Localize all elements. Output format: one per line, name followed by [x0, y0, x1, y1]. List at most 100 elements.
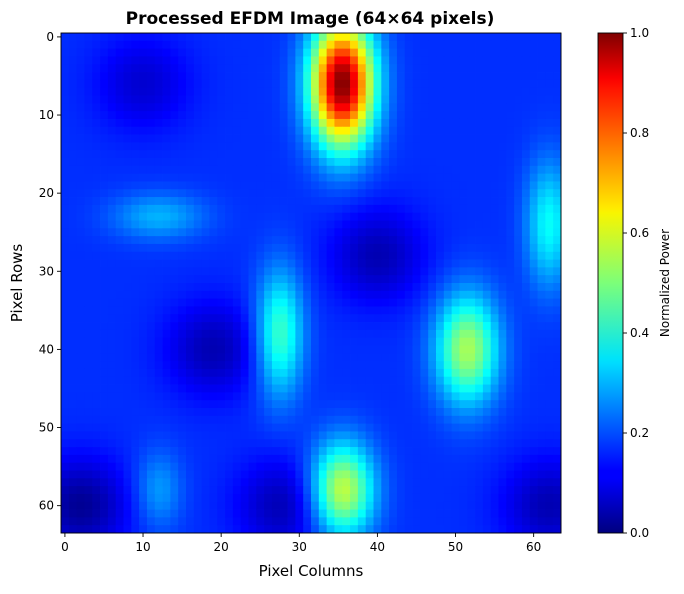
heatmap-cell	[271, 337, 281, 346]
heatmap-cell	[68, 283, 78, 292]
heatmap-cell	[443, 72, 453, 81]
heatmap-cell	[396, 189, 406, 198]
heatmap-cell	[396, 384, 406, 393]
heatmap-cell	[373, 298, 382, 307]
heatmap-cell	[186, 447, 195, 456]
heatmap-cell	[357, 283, 367, 292]
heatmap-cell	[178, 423, 187, 432]
heatmap-cell	[76, 509, 85, 518]
heatmap-cell	[225, 220, 234, 229]
heatmap-cell	[373, 322, 382, 331]
heatmap-cell	[84, 56, 93, 65]
heatmap-cell	[475, 95, 484, 104]
heatmap-cell	[311, 33, 320, 42]
heatmap-cell	[381, 111, 390, 120]
heatmap-cell	[100, 158, 109, 167]
heatmap-cell	[178, 376, 187, 385]
heatmap-cell	[311, 501, 320, 510]
heatmap-cell	[248, 111, 257, 120]
heatmap-cell	[170, 228, 179, 237]
heatmap-cell	[428, 314, 437, 323]
heatmap-cell	[248, 486, 257, 495]
heatmap-cell	[428, 72, 437, 81]
heatmap-cell	[490, 376, 499, 385]
heatmap-cell	[514, 212, 523, 221]
heatmap-cell	[334, 517, 343, 526]
heatmap-cell	[381, 290, 390, 300]
heatmap-cell	[225, 165, 234, 175]
heatmap-cell	[482, 48, 492, 57]
heatmap-cell	[420, 72, 429, 81]
heatmap-cell	[459, 384, 468, 393]
heatmap-cell	[521, 275, 531, 284]
heatmap-cell	[279, 243, 288, 253]
heatmap-cell	[514, 56, 523, 65]
heatmap-cell	[225, 95, 234, 104]
heatmap-cell	[318, 431, 328, 440]
heatmap-cell	[248, 462, 257, 471]
heatmap-cell	[459, 243, 468, 253]
heatmap-cell	[514, 87, 523, 96]
heatmap-cell	[467, 111, 476, 120]
heatmap-cell	[365, 415, 374, 425]
heatmap-cell	[92, 306, 101, 315]
heatmap-cell	[514, 126, 523, 135]
heatmap-cell	[428, 408, 437, 417]
heatmap-cell	[326, 267, 335, 276]
heatmap-cell	[311, 48, 320, 57]
heatmap-cell	[139, 361, 148, 370]
heatmap-cell	[209, 72, 218, 81]
heatmap-cell	[76, 251, 85, 260]
heatmap-cell	[545, 267, 554, 276]
heatmap-cell	[100, 126, 109, 135]
heatmap-cell	[451, 197, 460, 206]
heatmap-cell	[381, 509, 390, 518]
heatmap-cell	[521, 486, 531, 495]
heatmap-cell	[303, 259, 312, 268]
heatmap-cell	[225, 87, 234, 96]
heatmap-cell	[201, 408, 210, 417]
heatmap-cell	[279, 376, 288, 385]
heatmap-cell	[521, 142, 531, 151]
heatmap-cell	[279, 423, 288, 432]
heatmap-cell	[146, 493, 156, 503]
heatmap-cell	[506, 290, 515, 300]
heatmap-cell	[100, 329, 109, 339]
heatmap-cell	[467, 486, 476, 495]
heatmap-cell	[115, 408, 124, 417]
heatmap-cell	[482, 251, 492, 260]
heatmap-cell	[107, 447, 117, 456]
heatmap-cell	[131, 423, 140, 432]
heatmap-cell	[232, 150, 242, 159]
heatmap-cell	[443, 400, 453, 409]
heatmap-cell	[514, 501, 523, 510]
heatmap-cell	[373, 384, 382, 393]
heatmap-cell	[100, 337, 109, 346]
heatmap-cell	[279, 392, 288, 401]
heatmap-cell	[186, 431, 195, 440]
heatmap-cell	[193, 368, 203, 378]
heatmap-cell	[225, 439, 234, 448]
heatmap-cell	[404, 368, 413, 378]
heatmap-cell	[467, 517, 476, 526]
heatmap-cell	[240, 493, 249, 503]
heatmap-cell	[271, 95, 281, 104]
heatmap-cell	[264, 134, 273, 143]
heatmap-cell	[162, 118, 171, 128]
heatmap-cell	[467, 103, 476, 112]
heatmap-cell	[84, 439, 93, 448]
heatmap-cell	[428, 322, 437, 331]
heatmap-cell	[529, 376, 538, 385]
heatmap-cell	[76, 322, 85, 331]
heatmap-cell	[498, 322, 507, 331]
heatmap-cell	[139, 220, 148, 229]
heatmap-cell	[139, 111, 148, 120]
heatmap-cell	[412, 79, 421, 89]
heatmap-cell	[107, 408, 117, 417]
heatmap-cell	[482, 392, 492, 401]
heatmap-cell	[279, 189, 288, 198]
heatmap-cell	[436, 142, 445, 151]
heatmap-cell	[357, 439, 367, 448]
heatmap-cell	[232, 103, 242, 112]
heatmap-cell	[545, 111, 554, 120]
